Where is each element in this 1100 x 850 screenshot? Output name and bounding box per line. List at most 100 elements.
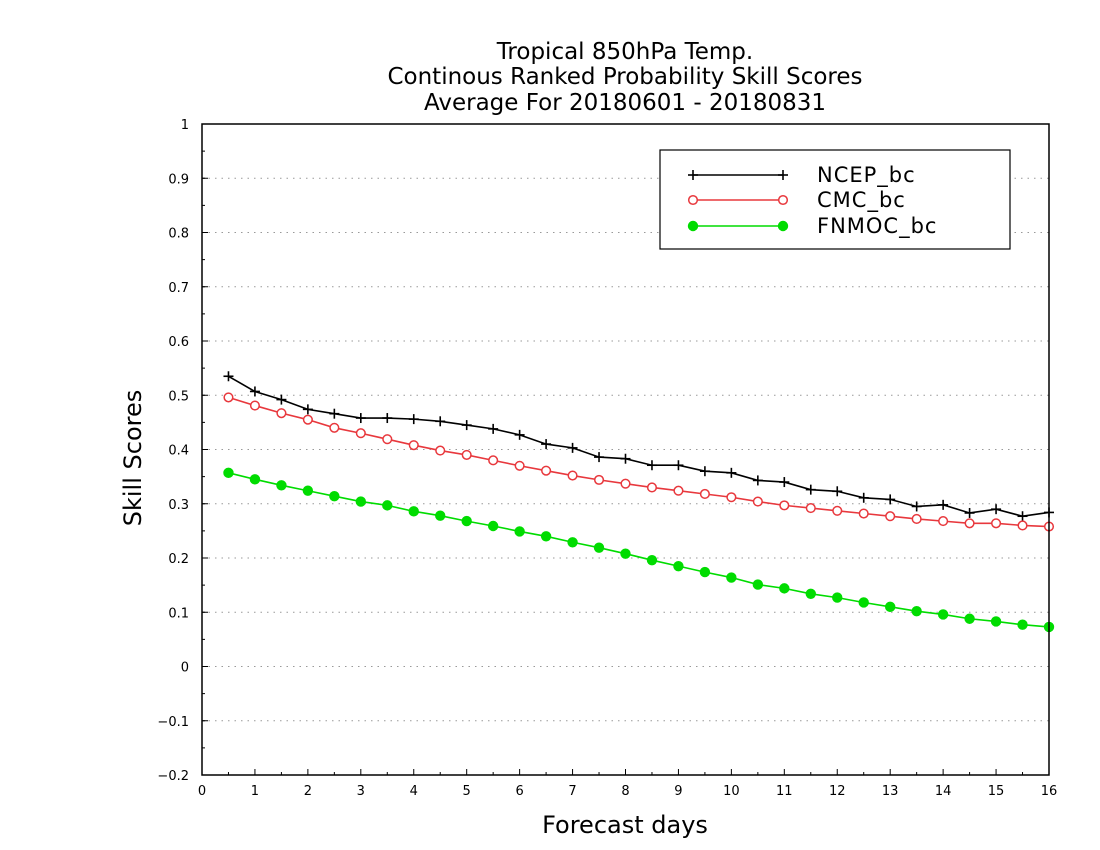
data-point [276, 394, 287, 405]
data-point [567, 537, 578, 548]
y-tick-label: 0.8 [168, 227, 189, 242]
x-tick-label: 7 [568, 784, 576, 799]
series-CMC_bc [223, 392, 1055, 532]
y-tick-label: 0.7 [168, 281, 189, 296]
data-point [594, 452, 605, 463]
data-point [541, 439, 552, 450]
data-point [461, 515, 472, 527]
x-tick-label: 14 [935, 784, 952, 799]
data-point [514, 526, 525, 537]
data-point [435, 445, 446, 456]
data-point [355, 428, 366, 439]
data-point [408, 506, 419, 517]
data-point [249, 474, 261, 485]
data-point [329, 422, 340, 433]
data-point [487, 520, 499, 532]
data-point [699, 566, 711, 578]
data-point [991, 518, 1002, 529]
data-point [567, 470, 578, 481]
data-point [620, 548, 631, 559]
x-tick-label: 15 [988, 784, 1005, 799]
data-point [832, 592, 843, 603]
data-point [858, 508, 869, 519]
data-point [223, 392, 234, 403]
x-tick-label: 1 [251, 784, 259, 799]
legend-item: NCEP_bc [688, 163, 916, 188]
x-tick-label: 8 [621, 784, 629, 799]
data-point [355, 496, 367, 507]
data-point [620, 453, 631, 464]
data-point [832, 486, 843, 497]
plot-frame [201, 123, 1050, 776]
data-point [832, 505, 843, 516]
title-line-2: Continous Ranked Probability Skill Score… [387, 64, 862, 90]
data-point [382, 500, 393, 511]
data-point [726, 492, 737, 503]
series-line [228, 472, 1050, 628]
data-point [938, 516, 949, 527]
y-tick-label: 0.5 [168, 389, 189, 404]
data-point [779, 477, 790, 488]
x-tick-label: 11 [776, 784, 793, 799]
x-tick-label: 9 [674, 784, 682, 799]
data-point [673, 485, 684, 496]
data-point [382, 434, 393, 445]
data-point [779, 583, 790, 594]
x-axis-title: Forecast days [542, 811, 708, 839]
data-point [567, 442, 578, 453]
legend-item: FNMOC_bc [687, 214, 936, 239]
data-point [938, 499, 949, 510]
data-point [408, 414, 419, 425]
y-tick-label: 1 [181, 118, 189, 133]
data-point [646, 482, 658, 493]
data-point [276, 480, 287, 491]
data-point [329, 408, 340, 419]
legend-label: NCEP_bc [817, 163, 916, 188]
data-point [1017, 619, 1028, 630]
y-tick-label: −0.1 [157, 715, 189, 730]
data-point [858, 597, 869, 608]
axis-ticks: −0.2−0.100.10.20.30.40.50.60.70.80.910 1 2… [157, 118, 1057, 799]
series-layer [223, 371, 1055, 633]
y-tick-label: 0 [181, 661, 189, 676]
data-point [408, 440, 419, 451]
x-tick-label: 2 [304, 784, 312, 799]
series-NCEP_bc [223, 371, 1054, 522]
data-point [382, 413, 393, 424]
y-tick-label: 0.2 [168, 552, 189, 567]
data-point [461, 420, 472, 431]
data-point [355, 413, 366, 424]
x-tick-label: 6 [515, 784, 523, 799]
data-point [329, 490, 340, 502]
data-point [646, 554, 658, 566]
data-point [752, 579, 764, 590]
data-point [461, 449, 472, 460]
legend-item: CMC_bc [687, 188, 905, 213]
data-point [302, 485, 314, 496]
data-point [249, 386, 260, 397]
x-tick-label: 10 [723, 784, 740, 799]
gridlines [202, 177, 1049, 722]
data-point [885, 511, 896, 522]
data-point [673, 560, 684, 572]
data-point [488, 423, 499, 434]
data-point [964, 518, 975, 529]
x-tick-label: 0 [198, 784, 206, 799]
data-point [646, 460, 657, 471]
series-line [228, 375, 1050, 518]
data-point [673, 460, 684, 471]
title-line-1: Tropical 850hPa Temp. [496, 39, 753, 65]
data-point [911, 605, 922, 617]
data-point [223, 467, 234, 479]
data-point [805, 484, 816, 495]
data-point [726, 467, 737, 478]
data-point [302, 414, 313, 425]
data-point [249, 400, 260, 411]
data-point [991, 504, 1002, 515]
y-tick-label: 0.9 [168, 172, 189, 187]
data-point [911, 513, 922, 524]
x-tick-label: 4 [410, 784, 418, 799]
data-point [687, 220, 699, 232]
